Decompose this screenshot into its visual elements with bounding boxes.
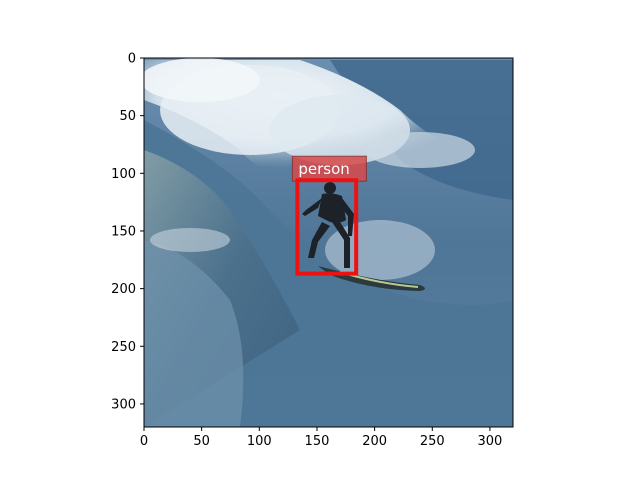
x-tick-label: 50 (193, 434, 210, 449)
y-tick-label: 300 (111, 397, 136, 412)
x-tick-label: 100 (247, 434, 272, 449)
y-tick-label: 0 (128, 52, 136, 67)
y-tick-label: 100 (111, 167, 136, 182)
x-tick-label: 150 (305, 434, 330, 449)
x-tick-label: 250 (420, 434, 445, 449)
x-tick-label: 200 (362, 434, 387, 449)
y-tick-label: 250 (111, 340, 136, 355)
x-axis: 0 50 100 150 200 250 300 (140, 427, 502, 449)
x-tick-label: 300 (478, 434, 503, 449)
axes-frame (143, 57, 514, 428)
y-axis: 0 50 100 150 200 250 300 (111, 52, 144, 412)
detection-label: person (298, 160, 349, 178)
detection-label-background (291, 155, 367, 182)
y-tick-label: 150 (111, 224, 136, 239)
detection-box (295, 178, 359, 276)
surfer-photo (144, 58, 513, 427)
y-tick-label: 50 (119, 109, 136, 124)
detection: person (291, 155, 367, 276)
y-tick-label: 200 (111, 282, 136, 297)
surfer-figure (302, 182, 354, 268)
x-tick-label: 0 (140, 434, 148, 449)
